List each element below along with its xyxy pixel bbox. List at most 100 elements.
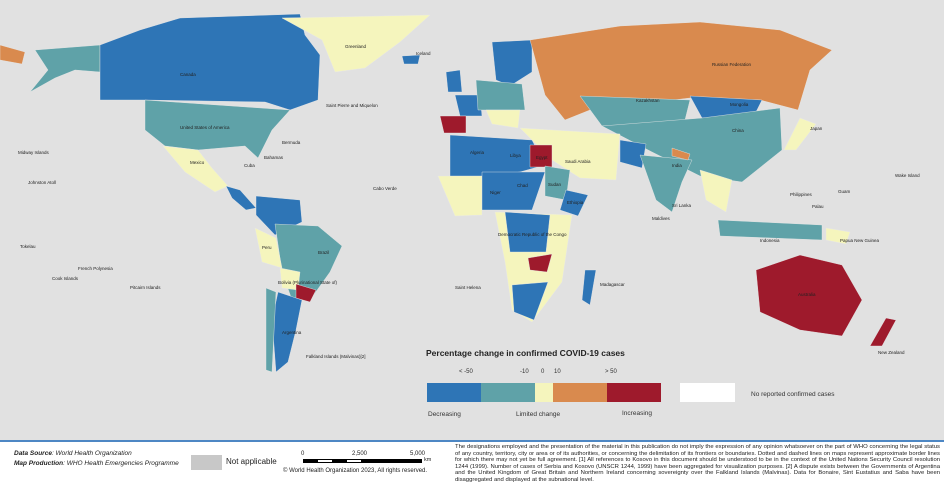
- country-chukotka: [0, 44, 26, 65]
- legend-title: Percentage change in confirmed COVID-19 …: [426, 348, 625, 358]
- disclaimer: The designations employed and the presen…: [455, 444, 940, 483]
- map-label: Mongolia: [730, 102, 749, 107]
- legend-increasing: Increasing: [622, 410, 652, 417]
- country-iceland: [401, 54, 421, 65]
- country-papua-new-guinea: [825, 227, 851, 245]
- country-usa: [144, 99, 291, 159]
- country-greenland: [281, 14, 431, 73]
- country-new-zealand: [869, 317, 897, 347]
- legend-swatch-decrease: [481, 383, 535, 402]
- legend-no-cases: No reported confirmed cases: [751, 391, 835, 398]
- map-label: Bermuda: [282, 140, 301, 145]
- map-label: Papua New Guinea: [840, 238, 880, 243]
- map-label: Indonesia: [760, 238, 780, 243]
- map-label: United States of America: [180, 125, 230, 130]
- map-shapes: [0, 13, 897, 373]
- map-label: Saint Pierre and Miquelon: [326, 103, 378, 108]
- map-label: Wake Island: [895, 173, 920, 178]
- map-label: Peru: [262, 245, 272, 250]
- map-label: Saint Helena: [455, 285, 481, 290]
- map-label: Libya: [510, 153, 521, 158]
- footer-divider: [0, 440, 944, 442]
- country-central-europe: [475, 79, 526, 111]
- scale-tick: 5,000: [410, 451, 426, 457]
- map-label: Algeria: [470, 150, 485, 155]
- country-zambia: [527, 253, 553, 273]
- country-japan: [783, 117, 817, 151]
- map-label: China: [732, 128, 744, 133]
- legend-tick: > 50: [605, 369, 617, 375]
- data-source: Data Source: World Health Organization: [14, 450, 132, 457]
- map-label: Brazil: [318, 250, 330, 255]
- map-label: Bahamas: [264, 155, 284, 160]
- country-indonesia: [717, 219, 823, 241]
- map-label: Johnston Atoll: [28, 180, 57, 185]
- map-label: Australia: [798, 292, 816, 297]
- country-central-america: [225, 185, 257, 211]
- map-label: Iceland: [416, 51, 431, 56]
- legend-decreasing: Decreasing: [428, 411, 461, 418]
- map-label: French Polynesia: [78, 266, 113, 271]
- map-label: Bolivia (Plurinational State of): [278, 280, 338, 285]
- map-label: Palau: [812, 204, 824, 209]
- country-russia: [529, 21, 833, 121]
- country-spain: [439, 115, 467, 134]
- legend-swatch-strong-decrease: [427, 383, 481, 402]
- country-chile: [265, 287, 277, 373]
- country-australia: [755, 254, 863, 337]
- map-label: Falkland Islands (Malvinas)[2]: [306, 354, 366, 359]
- legend-swatch-no-cases: [680, 383, 735, 402]
- legend-swatch-strong-increase: [607, 383, 661, 402]
- legend-tick: 0: [541, 369, 545, 375]
- country-alaska: [29, 44, 101, 93]
- country-peru: [254, 227, 283, 269]
- country-canada: [99, 13, 321, 111]
- country-north-africa: [449, 134, 546, 181]
- legend-tick: -10: [520, 369, 529, 375]
- country-west-africa: [437, 175, 483, 217]
- map-label: Japan: [810, 126, 823, 131]
- copyright: © World Health Organization 2023, All ri…: [283, 468, 428, 474]
- map-label: Niger: [490, 190, 501, 195]
- scale-tick: 0: [301, 451, 305, 457]
- map-label: India: [672, 163, 682, 168]
- country-mexico: [162, 145, 229, 193]
- map-label: Sudan: [548, 182, 562, 187]
- map-label: Saudi Arabia: [565, 159, 591, 164]
- country-nepal: [671, 147, 691, 161]
- country-south-africa: [511, 281, 549, 321]
- map-label: Cook Islands: [52, 276, 79, 281]
- map-label: Canada: [180, 72, 196, 77]
- scale-tick: 2,500: [352, 451, 368, 457]
- country-southeast-asia: [699, 169, 733, 213]
- country-balkans: [485, 109, 521, 129]
- country-ethiopia: [559, 189, 589, 217]
- map-label: Guam: [838, 189, 851, 194]
- map-label: Greenland: [345, 44, 367, 49]
- map-label: Chad: [517, 183, 528, 188]
- map-label: Cuba: [244, 163, 255, 168]
- world-map: Greenland Canada United States of Americ…: [0, 0, 944, 440]
- map-label: Democratic Republic of the Congo: [498, 232, 567, 237]
- map-label: Philippines: [790, 192, 812, 197]
- legend-swatch-limited: [535, 383, 553, 402]
- legend-swatch-increase: [553, 383, 607, 402]
- map-label: Pitcairn Islands: [130, 285, 161, 290]
- scale-unit: km: [424, 457, 432, 463]
- map-label: Egypt: [536, 155, 548, 160]
- legend-tick: < -50: [459, 369, 473, 375]
- country-france: [454, 94, 483, 117]
- map-label: Mexico: [190, 160, 205, 165]
- map-label: Tokelau: [20, 244, 36, 249]
- legend-limited: Limited change: [516, 411, 561, 418]
- map-label: Russian Federation: [712, 62, 752, 67]
- map-production: Map Production: WHO Health Emergencies P…: [14, 460, 179, 467]
- not-applicable-swatch: [191, 455, 222, 470]
- country-china: [601, 107, 783, 183]
- country-madagascar: [581, 269, 597, 306]
- country-india: [639, 154, 693, 213]
- map-label: Cabo Verde: [373, 186, 397, 191]
- map-label: Argentina: [282, 330, 302, 335]
- country-uk: [445, 69, 463, 93]
- country-central-africa: [481, 171, 546, 211]
